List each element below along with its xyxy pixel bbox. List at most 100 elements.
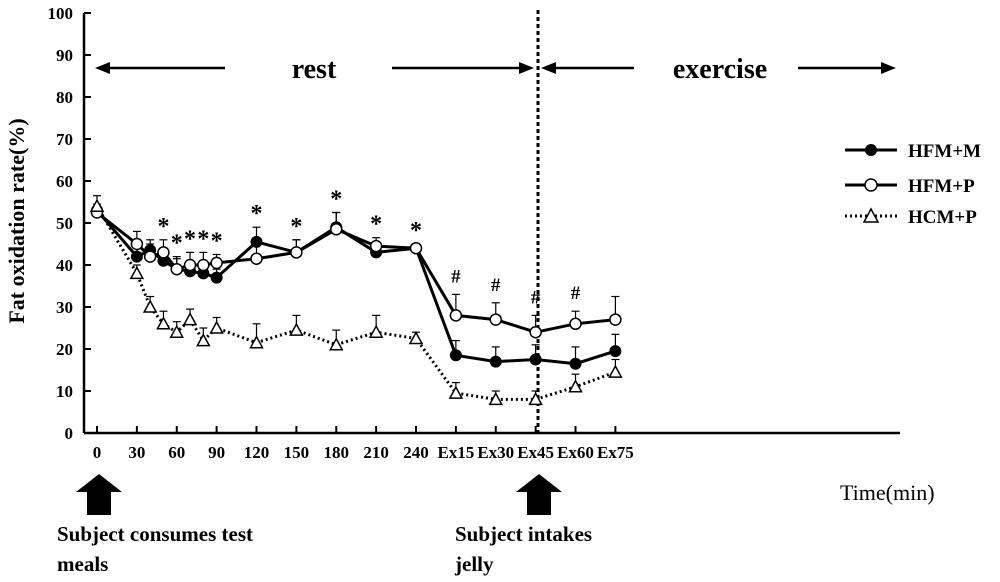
y-tick-label: 70 xyxy=(56,130,73,149)
series-line-hcm-p xyxy=(95,205,616,401)
legend: HFM+M HFM+P HCM+P xyxy=(845,141,981,228)
point-hfm-p xyxy=(609,313,622,326)
significance-star: * xyxy=(251,201,263,227)
significance-star: * xyxy=(211,229,223,255)
point-hcm-p xyxy=(89,198,105,212)
x-tick-label: Ex15 xyxy=(437,443,474,462)
y-tick-label: 10 xyxy=(56,382,73,401)
point-hcm-p xyxy=(289,322,304,336)
rest-phase-arrow xyxy=(95,62,534,74)
x-axis-label: Time(min) xyxy=(840,480,935,505)
x-tick-label: 210 xyxy=(363,443,389,462)
y-ticks: 0 10 20 30 40 50 60 70 80 90 100 xyxy=(48,4,91,443)
x-tick-label: 90 xyxy=(208,443,225,462)
rest-phase-label: rest xyxy=(292,54,337,85)
x-tick-label: 60 xyxy=(168,443,185,462)
point-hfm-p xyxy=(330,223,343,236)
significance-hash: # xyxy=(451,266,461,287)
significance-hash: # xyxy=(531,287,541,308)
point-hcm-p xyxy=(528,391,543,406)
point-hfm-p xyxy=(183,258,197,272)
point-hcm-p xyxy=(368,324,384,338)
y-tick-label: 20 xyxy=(56,340,73,359)
significance-star: * xyxy=(330,187,342,213)
jelly-arrow xyxy=(516,474,562,515)
y-tick-label: 100 xyxy=(48,4,74,23)
significance-star: * xyxy=(184,226,196,252)
point-hcm-p xyxy=(608,364,623,378)
legend-label-hfm-m: HFM+M xyxy=(908,141,981,162)
significance-star: * xyxy=(171,231,183,257)
x-tick-label: 30 xyxy=(128,443,145,462)
point-hfm-m xyxy=(449,349,462,362)
jelly-annotation-line1: Subject intakes xyxy=(455,522,592,546)
point-hfm-m xyxy=(210,271,223,284)
y-tick-label: 0 xyxy=(65,424,74,443)
y-tick-label: 80 xyxy=(56,88,73,107)
y-tick-label: 40 xyxy=(56,256,73,275)
point-hcm-p xyxy=(328,337,344,351)
point-hfm-m xyxy=(489,355,502,368)
point-hcm-p xyxy=(169,324,185,338)
x-tick-label: 180 xyxy=(324,443,350,462)
significance-hash: # xyxy=(571,283,581,304)
point-hfm-m xyxy=(130,250,143,263)
legend-marker-hcm-p xyxy=(862,207,880,223)
point-hcm-p xyxy=(129,265,145,280)
exercise-phase-arrow xyxy=(541,62,896,74)
x-tick-label: Ex45 xyxy=(517,443,554,462)
point-hcm-p xyxy=(182,312,198,326)
significance-marks: ** * * ** *** *# ## # xyxy=(157,187,580,309)
exercise-phase-label: exercise xyxy=(673,54,767,85)
test-meal-annotation-line1: Subject consumes test xyxy=(57,522,253,546)
x-tick-label: 240 xyxy=(403,443,429,462)
point-hcm-p xyxy=(488,391,504,406)
point-hcm-p xyxy=(209,320,224,334)
legend-marker-hfm-p xyxy=(864,178,878,192)
significance-star: * xyxy=(290,214,302,240)
x-tick-label: Ex75 xyxy=(597,443,634,462)
test-meal-arrow xyxy=(76,474,122,515)
point-hfm-p xyxy=(290,246,303,259)
point-hcm-p xyxy=(568,379,583,393)
significance-hash: # xyxy=(491,275,501,296)
point-hfm-p xyxy=(170,262,184,276)
x-tick-label: Ex30 xyxy=(477,443,514,462)
point-hcm-p xyxy=(196,333,211,347)
point-hfm-m xyxy=(569,357,582,370)
point-hcm-p xyxy=(249,335,264,349)
point-hfm-p xyxy=(489,313,503,326)
x-tick-label: 120 xyxy=(244,443,270,462)
point-hfm-p xyxy=(197,258,210,272)
y-tick-label: 30 xyxy=(56,298,73,317)
point-hcm-p xyxy=(408,330,424,345)
error-bars xyxy=(93,195,620,400)
significance-star: * xyxy=(197,226,209,252)
point-hfm-p xyxy=(130,237,144,251)
point-hcm-p xyxy=(156,316,171,330)
point-hfm-p xyxy=(210,256,223,270)
x-ticks: 0 30 60 90 120 150 180 210 240 Ex15 Ex30 Ex45 Ex60 Ex… xyxy=(93,426,634,462)
significance-star: * xyxy=(157,214,169,240)
point-hfm-p xyxy=(449,309,463,322)
y-axis-label: Fat oxidation rate(%) xyxy=(4,118,29,323)
legend-label-hfm-p: HFM+P xyxy=(908,176,975,197)
x-tick-label: 150 xyxy=(284,443,310,462)
point-hfm-p xyxy=(569,317,582,331)
point-hfm-p xyxy=(143,250,157,263)
point-hfm-p xyxy=(529,325,542,339)
y-tick-label: 50 xyxy=(56,214,73,233)
test-meal-annotation-line2: meals xyxy=(57,552,108,576)
point-hfm-p xyxy=(369,239,383,253)
legend-label-hcm-p: HCM+P xyxy=(908,207,977,228)
x-tick-label: Ex60 xyxy=(557,443,594,462)
point-hfm-m xyxy=(609,345,622,358)
point-hfm-m xyxy=(529,353,542,366)
point-hfm-m xyxy=(250,235,263,248)
y-tick-label: 60 xyxy=(56,172,73,191)
legend-marker-hfm-m xyxy=(865,144,877,156)
jelly-annotation-line2: jelly xyxy=(454,552,494,576)
series-markers xyxy=(89,198,623,406)
point-hcm-p xyxy=(142,299,158,313)
